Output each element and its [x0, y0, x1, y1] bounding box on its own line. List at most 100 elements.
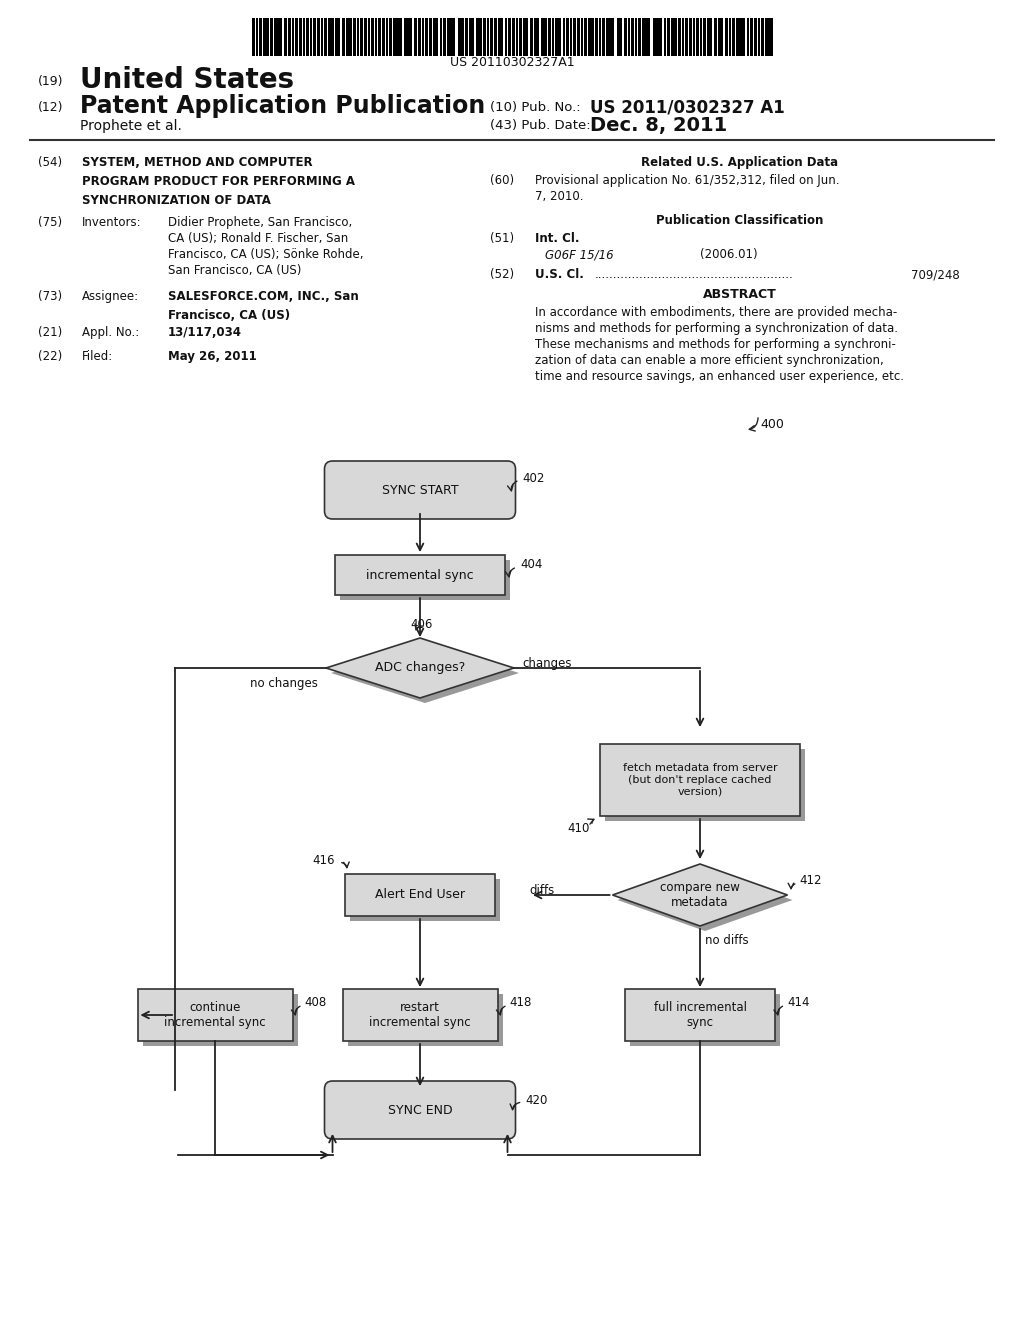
- Bar: [754, 18, 757, 55]
- Bar: [498, 18, 503, 55]
- Bar: [692, 18, 695, 55]
- Bar: [273, 18, 282, 55]
- Bar: [765, 18, 773, 55]
- Bar: [562, 18, 565, 55]
- Bar: [340, 560, 510, 601]
- Bar: [259, 18, 262, 55]
- Bar: [703, 18, 707, 55]
- Bar: [490, 18, 493, 55]
- Bar: [569, 18, 572, 55]
- Bar: [671, 18, 674, 55]
- Bar: [364, 18, 367, 55]
- Text: changes: changes: [522, 657, 571, 671]
- Bar: [332, 18, 334, 55]
- Bar: [439, 18, 442, 55]
- Bar: [653, 18, 655, 55]
- Text: nisms and methods for performing a synchronization of data.: nisms and methods for performing a synch…: [535, 322, 898, 335]
- Bar: [350, 879, 500, 921]
- Text: (73): (73): [38, 290, 62, 304]
- Text: fetch metadata from server
(but don't replace cached
version): fetch metadata from server (but don't re…: [623, 763, 777, 796]
- Text: 410: 410: [567, 821, 590, 834]
- Bar: [729, 18, 731, 55]
- Text: 416: 416: [312, 854, 335, 866]
- Bar: [142, 994, 298, 1045]
- Text: 408: 408: [304, 997, 327, 1010]
- Bar: [523, 18, 528, 55]
- Bar: [403, 18, 412, 55]
- Bar: [469, 18, 474, 55]
- Bar: [288, 18, 291, 55]
- Bar: [656, 18, 662, 55]
- Bar: [321, 18, 324, 55]
- Bar: [465, 18, 468, 55]
- Bar: [317, 18, 319, 55]
- Bar: [310, 18, 312, 55]
- Bar: [299, 18, 302, 55]
- Text: May 26, 2011: May 26, 2011: [168, 350, 257, 363]
- Bar: [479, 18, 482, 55]
- Bar: [588, 18, 591, 55]
- Bar: [555, 18, 561, 55]
- Bar: [375, 18, 378, 55]
- Bar: [342, 989, 498, 1041]
- Text: San Francisco, CA (US): San Francisco, CA (US): [168, 264, 301, 277]
- Bar: [631, 18, 634, 55]
- Text: US 20110302327A1: US 20110302327A1: [450, 55, 574, 69]
- Text: G06F 15/16: G06F 15/16: [545, 248, 613, 261]
- Bar: [285, 18, 287, 55]
- Text: time and resource savings, an enhanced user experience, etc.: time and resource savings, an enhanced u…: [535, 370, 904, 383]
- Bar: [732, 18, 735, 55]
- Bar: [635, 18, 638, 55]
- Bar: [534, 18, 539, 55]
- Text: diffs: diffs: [529, 884, 555, 898]
- Bar: [292, 18, 295, 55]
- Polygon shape: [331, 643, 519, 704]
- Bar: [371, 18, 374, 55]
- Bar: [638, 18, 641, 55]
- Bar: [682, 18, 684, 55]
- Bar: [393, 18, 395, 55]
- Bar: [458, 18, 461, 55]
- Bar: [353, 18, 355, 55]
- Text: (43) Pub. Date:: (43) Pub. Date:: [490, 120, 591, 132]
- Bar: [266, 18, 269, 55]
- Text: 406: 406: [410, 618, 432, 631]
- Bar: [422, 18, 424, 55]
- Text: full incremental
sync: full incremental sync: [653, 1001, 746, 1030]
- Text: Appl. No.:: Appl. No.:: [82, 326, 139, 339]
- Text: (51): (51): [490, 232, 514, 246]
- Text: (19): (19): [38, 75, 63, 88]
- Text: SYNC END: SYNC END: [388, 1104, 453, 1117]
- Text: restart
incremental sync: restart incremental sync: [370, 1001, 471, 1030]
- Text: (2006.01): (2006.01): [700, 248, 758, 261]
- Bar: [592, 18, 594, 55]
- Text: SALESFORCE.COM, INC., San
Francisco, CA (US): SALESFORCE.COM, INC., San Francisco, CA …: [168, 290, 358, 322]
- Bar: [386, 18, 388, 55]
- Text: (52): (52): [490, 268, 514, 281]
- Text: Francisco, CA (US); Sönke Rohde,: Francisco, CA (US); Sönke Rohde,: [168, 248, 364, 261]
- Text: Inventors:: Inventors:: [82, 216, 141, 228]
- Bar: [625, 989, 775, 1041]
- Text: 414: 414: [787, 997, 810, 1010]
- Text: Didier Prophete, San Francisco,: Didier Prophete, San Francisco,: [168, 216, 352, 228]
- Bar: [356, 18, 359, 55]
- Bar: [541, 18, 544, 55]
- Text: continue
incremental sync: continue incremental sync: [164, 1001, 266, 1030]
- Bar: [425, 18, 428, 55]
- Text: 420: 420: [525, 1093, 548, 1106]
- Bar: [347, 994, 503, 1045]
- Text: zation of data can enable a more efficient synchronization,: zation of data can enable a more efficie…: [535, 354, 884, 367]
- Text: Filed:: Filed:: [82, 350, 114, 363]
- Bar: [548, 18, 551, 55]
- Bar: [338, 1094, 512, 1137]
- Bar: [707, 18, 713, 55]
- Text: incremental sync: incremental sync: [367, 569, 474, 582]
- Bar: [605, 748, 805, 821]
- Text: 412: 412: [800, 874, 822, 887]
- Bar: [566, 18, 569, 55]
- Text: Alert End User: Alert End User: [375, 888, 465, 902]
- Bar: [630, 994, 780, 1045]
- Bar: [714, 18, 717, 55]
- Bar: [306, 18, 309, 55]
- Bar: [751, 18, 753, 55]
